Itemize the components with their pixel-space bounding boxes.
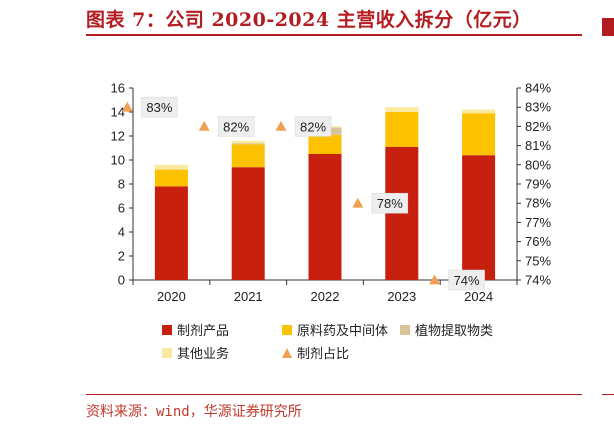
left-tick-label: 14 [111, 105, 125, 120]
right-tick-label: 80% [525, 157, 551, 172]
legend-label: 植物提取物类 [415, 323, 493, 338]
x-tick-label: 2020 [157, 289, 186, 304]
share-label-box [294, 116, 332, 137]
right-tick-label: 84% [525, 81, 551, 96]
x-tick-label: 2024 [464, 289, 493, 304]
right-tick-label: 83% [525, 100, 551, 115]
right-tick-label: 77% [525, 215, 551, 230]
bar-segment [385, 107, 419, 112]
x-tick-label: 2023 [387, 289, 416, 304]
share-marker [275, 120, 287, 131]
legend-swatch [282, 348, 292, 358]
bar-segment [308, 154, 342, 280]
bar-segment [231, 144, 265, 168]
x-tick-label: 2021 [234, 289, 263, 304]
left-tick-label: 6 [118, 201, 125, 216]
share-label: 82% [223, 119, 249, 134]
share-label: 74% [454, 273, 480, 288]
legend-label: 制剂占比 [297, 346, 349, 361]
source-divider [86, 394, 582, 395]
left-tick-label: 12 [111, 129, 125, 144]
bar-segment [154, 169, 188, 187]
bar-segment [231, 167, 265, 280]
left-tick-label: 16 [111, 81, 125, 96]
share-label-box [448, 269, 485, 291]
left-tick-label: 4 [118, 225, 125, 240]
edge-divider [602, 394, 614, 395]
source-note: 资料来源：wind，华源证券研究所 [86, 404, 302, 420]
share-label: 82% [300, 119, 326, 134]
right-tick-label: 81% [525, 138, 551, 153]
bar-segment [231, 140, 265, 144]
title-divider [86, 34, 582, 36]
right-tick-label: 74% [525, 273, 551, 288]
left-tick-label: 10 [111, 153, 125, 168]
bar-segment [154, 164, 188, 170]
right-tick-label: 79% [525, 177, 551, 192]
legend-swatch [400, 325, 410, 335]
share-label: 83% [146, 100, 172, 115]
left-tick-label: 2 [118, 249, 125, 264]
x-tick-label: 2022 [311, 289, 340, 304]
edge-marker [602, 18, 614, 36]
share-marker [198, 120, 210, 131]
share-label-box [217, 116, 255, 137]
right-tick-label: 76% [525, 234, 551, 249]
bar-segment [462, 109, 496, 114]
bar-segment [462, 155, 496, 280]
share-label: 78% [377, 196, 403, 211]
legend-swatch [162, 325, 172, 335]
bar-segment [385, 112, 419, 147]
right-tick-label: 75% [525, 253, 551, 268]
share-marker [429, 274, 441, 285]
bar-segment [462, 113, 496, 156]
legend-label: 制剂产品 [177, 323, 229, 338]
share-label-box [141, 96, 178, 118]
legend-label: 原料药及中间体 [297, 323, 388, 338]
right-tick-label: 78% [525, 196, 551, 211]
legend-label: 其他业务 [177, 346, 229, 361]
bar-segment [308, 134, 342, 154]
bar-segment [231, 143, 265, 145]
chart-title: 图表 7：公司 2020-2024 主营收入拆分（亿元） [86, 9, 532, 31]
share-label-box [371, 192, 409, 214]
left-tick-label: 0 [118, 273, 125, 288]
legend-swatch [282, 325, 292, 335]
bar-segment [154, 186, 188, 280]
legend-swatch [162, 348, 172, 358]
share-marker [352, 197, 364, 208]
left-tick-label: 8 [118, 177, 125, 192]
share-marker [121, 101, 133, 112]
right-tick-label: 82% [525, 119, 551, 134]
